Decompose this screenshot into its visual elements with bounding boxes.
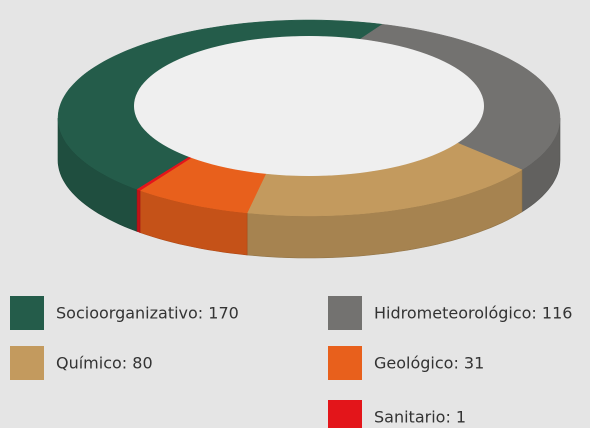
legend-swatch	[328, 346, 362, 380]
legend-swatch	[328, 400, 362, 428]
slice	[139, 157, 267, 256]
legend-swatch	[328, 296, 362, 330]
legend-label: Químico: 80	[56, 354, 153, 373]
slice	[246, 142, 523, 259]
slice-top	[136, 156, 192, 191]
legend-label: Geológico: 31	[374, 354, 484, 373]
slice-side	[136, 188, 141, 233]
legend-label: Sanitario: 1	[374, 408, 466, 427]
legend-swatch	[10, 346, 44, 380]
legend-swatch	[10, 296, 44, 330]
legend-label: Hidrometeorológico: 116	[374, 304, 572, 323]
slice	[136, 156, 192, 233]
donut-hole	[134, 36, 484, 176]
legend-label: Socioorganizativo: 170	[56, 304, 239, 323]
